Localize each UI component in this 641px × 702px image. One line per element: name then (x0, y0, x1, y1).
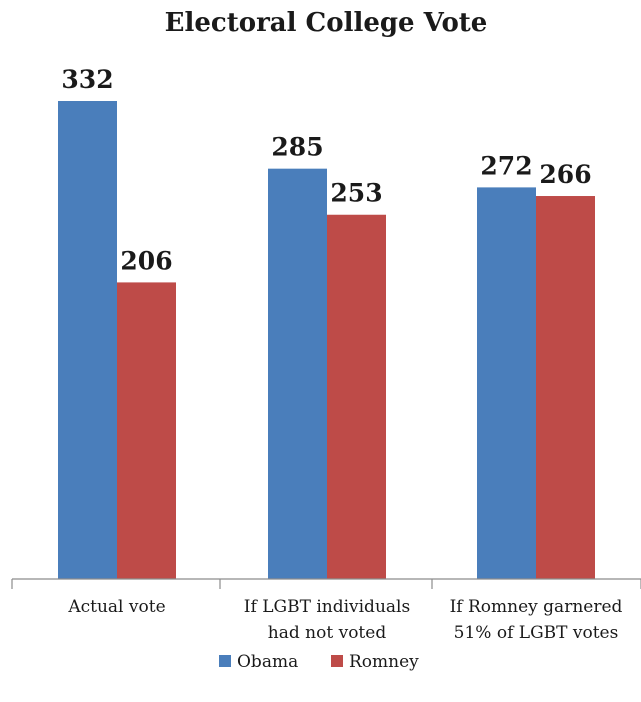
legend-swatch-romney (331, 655, 343, 667)
data-label-romney-2: 266 (539, 160, 591, 189)
bar-romney-0 (117, 282, 176, 579)
bar-obama-2 (477, 187, 536, 579)
bar-obama-0 (58, 101, 117, 579)
chart-title: Electoral College Vote (165, 8, 488, 38)
category-label-0-0: Actual vote (67, 597, 165, 617)
category-label-1-0: If LGBT individuals (244, 597, 410, 617)
legend: Obama Romney (219, 652, 419, 672)
bar-romney-1 (327, 214, 386, 579)
data-label-obama-0: 332 (61, 65, 113, 94)
bar-romney-2 (536, 196, 595, 579)
data-label-romney-1: 253 (330, 179, 382, 208)
bar-obama-1 (268, 168, 327, 579)
legend-label-obama: Obama (237, 652, 298, 672)
data-label-obama-1: 285 (271, 133, 323, 162)
x-axis: Actual vote If LGBT individuals had not vo… (11, 578, 641, 643)
bars-layer (58, 101, 595, 579)
data-labels-layer: 332 285 272 206 253 266 (61, 65, 591, 275)
data-label-obama-2: 272 (480, 151, 532, 180)
data-label-romney-0: 206 (120, 246, 172, 275)
legend-label-romney: Romney (349, 652, 419, 672)
category-label-2-0: If Romney garnered (450, 597, 623, 617)
category-label-1-1: had not voted (268, 623, 387, 643)
legend-swatch-obama (219, 655, 231, 667)
category-label-2-1: 51% of LGBT votes (454, 623, 619, 643)
